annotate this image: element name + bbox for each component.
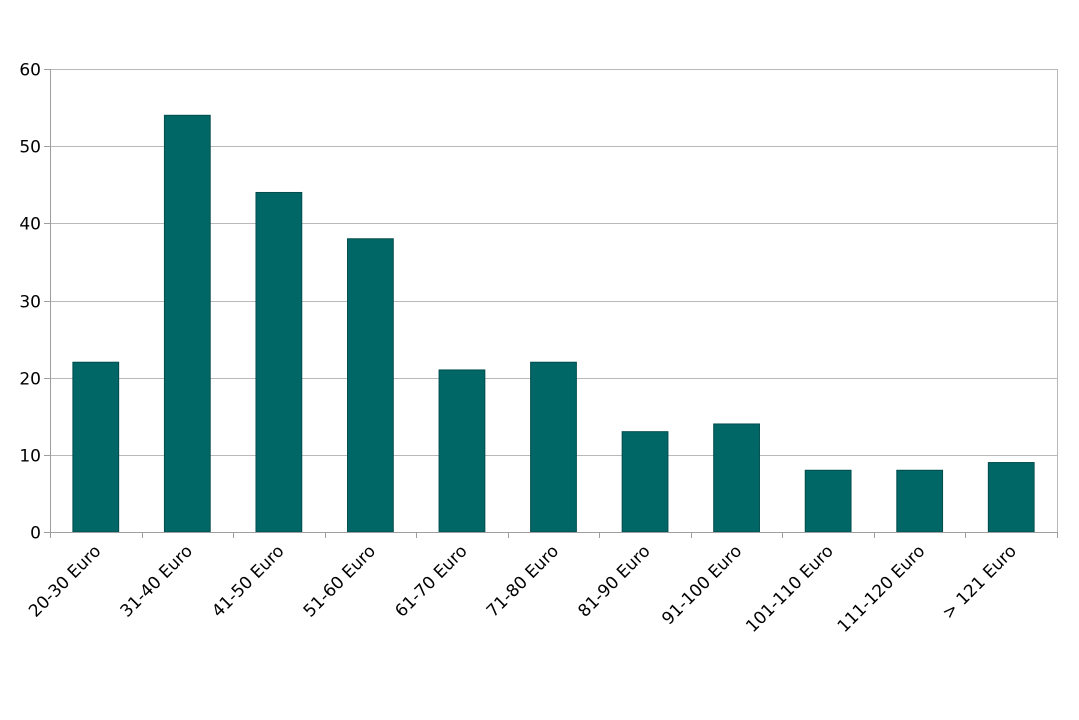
y-axis-tick-labels: 0 10 20 30 40 50 60 bbox=[19, 61, 41, 544]
bar-4 bbox=[438, 369, 486, 533]
x-tick-label: 71-80 Euro bbox=[483, 541, 563, 621]
y-tick-label: 60 bbox=[19, 61, 41, 81]
grid-layer bbox=[50, 69, 1058, 532]
y-tick-label: 0 bbox=[30, 524, 41, 544]
x-tick-label: 91-100 Euro bbox=[658, 541, 746, 629]
x-axis-tick-labels: 20-30 Euro 31-40 Euro 41-50 Euro 51-60 Euro… bbox=[25, 541, 1021, 636]
y-tick-label: 50 bbox=[19, 138, 41, 158]
bars-layer bbox=[72, 114, 1035, 533]
x-tick-label: 111-120 Euro bbox=[834, 541, 929, 636]
bar-1 bbox=[163, 114, 211, 533]
bar-9 bbox=[896, 469, 944, 533]
bar-3 bbox=[347, 238, 394, 533]
x-tick-label: 20-30 Euro bbox=[25, 541, 105, 621]
x-tick-label: 81-90 Euro bbox=[574, 541, 654, 621]
y-tick-label: 20 bbox=[19, 370, 41, 390]
y-tick-label: 10 bbox=[19, 447, 41, 467]
x-tick-label: 51-60 Euro bbox=[300, 541, 380, 621]
x-tick-label: 61-70 Euro bbox=[391, 541, 471, 621]
bar-7 bbox=[713, 423, 760, 533]
y-tick-label: 40 bbox=[19, 215, 41, 235]
bar-2 bbox=[255, 191, 303, 533]
bar-6 bbox=[621, 431, 669, 533]
bar-10 bbox=[987, 462, 1035, 533]
x-tick-label: > 121 Euro bbox=[939, 541, 1021, 623]
bar-5 bbox=[530, 361, 577, 533]
y-tick-label: 30 bbox=[19, 293, 41, 313]
bar-0 bbox=[72, 361, 120, 533]
x-tick-label: 41-50 Euro bbox=[208, 541, 288, 621]
bar-8 bbox=[804, 469, 852, 533]
axis-layer bbox=[44, 69, 1058, 538]
x-tick-label: 31-40 Euro bbox=[117, 541, 197, 621]
x-tick-label: 101-110 Euro bbox=[742, 541, 837, 636]
